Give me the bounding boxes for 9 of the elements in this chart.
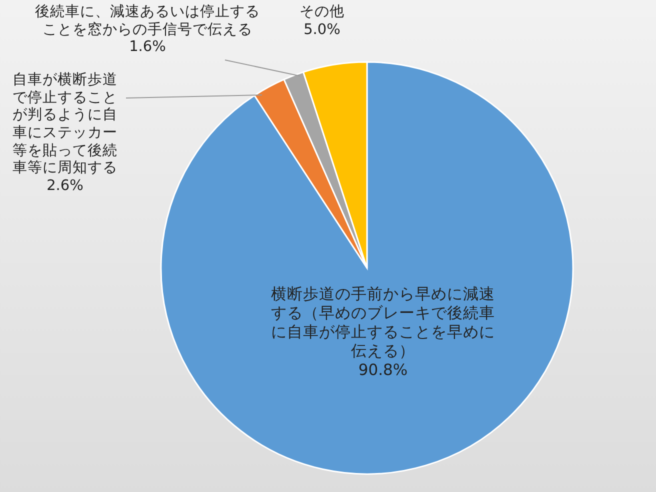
slice-label: 横断歩道の手前から早めに減速する（早めのブレーキで後続車に自車が停止することを早めに伝える） xyxy=(270,285,496,361)
slice-label: 自車が横断歩道で停止することが判るように自車にステッカー等を貼って後続車等に周知する xyxy=(12,72,118,178)
pie-slice xyxy=(160,61,574,475)
data-label: 2.6% xyxy=(46,178,84,196)
slice-label: 後続車に、減速あるいは停止することを窓からの手信号で伝える xyxy=(34,4,261,40)
slice-label: その他 xyxy=(298,4,346,22)
data-label: 5.0% xyxy=(302,22,342,40)
data-label: 90.8% xyxy=(357,360,409,380)
data-label: 1.6% xyxy=(128,39,167,58)
